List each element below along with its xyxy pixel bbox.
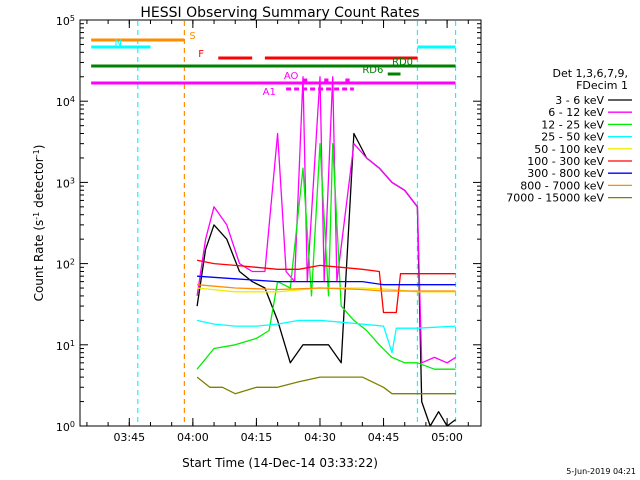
y-axis: 100 101 102 103 104 105 xyxy=(56,14,481,435)
legend-label-0: 3 - 6 keV xyxy=(555,94,604,107)
y-axis-label: Count Rate (s-1 detector-1) xyxy=(32,145,47,302)
y-tick-label-0: 100 xyxy=(56,420,75,435)
legend-label-5: 100 - 300 keV xyxy=(527,155,604,168)
x-tick-label-2: 04:15 xyxy=(241,431,273,444)
series-line-1 xyxy=(196,76,456,364)
legend-header-0: Det 1,3,6,7,9, xyxy=(552,67,628,80)
legend-label-6: 300 - 800 keV xyxy=(527,167,604,180)
chart-title: HESSI Observing Summary Count Rates xyxy=(140,5,419,21)
y-tick-label-2: 102 xyxy=(56,257,75,272)
plot-area xyxy=(79,19,482,427)
legend-label-7: 800 - 7000 keV xyxy=(520,179,604,192)
flag-bars: S N F RD0 RD6 AO A1 xyxy=(91,31,456,98)
series-line-7 xyxy=(197,284,456,292)
flag-label-f: F xyxy=(198,49,204,60)
y-tick-label-5: 105 xyxy=(56,14,75,29)
y-axis-label-mid: detector xyxy=(32,157,46,212)
series-line-0 xyxy=(196,132,456,427)
legend-label-8: 7000 - 15000 keV xyxy=(506,192,604,205)
series-line-8 xyxy=(196,376,456,395)
x-axis: 03:45 04:00 04:15 04:30 04:45 05:00 xyxy=(86,20,469,444)
series-line-3 xyxy=(196,319,456,354)
flag-label-n: N xyxy=(114,38,121,49)
flag-label-s: S xyxy=(189,31,195,42)
legend-label-3: 25 - 50 keV xyxy=(541,131,604,144)
y-tick-label-4: 104 xyxy=(56,95,75,110)
series-lines xyxy=(196,76,456,427)
series-line-5 xyxy=(196,259,456,314)
y-axis-label-sup1: -1 xyxy=(32,212,41,220)
legend-header-1: FDecim 1 xyxy=(576,79,628,92)
series-line-2 xyxy=(196,143,456,370)
legend-label-2: 12 - 25 keV xyxy=(541,118,604,131)
date-stamp: 5-Jun-2019 04:21 xyxy=(566,467,636,476)
flag-label-rd6: RD6 xyxy=(362,65,383,76)
x-tick-label-4: 04:45 xyxy=(368,431,400,444)
x-tick-label-0: 03:45 xyxy=(113,431,145,444)
y-axis-label-main: Count Rate (s xyxy=(32,220,46,302)
legend-label-4: 50 - 100 keV xyxy=(534,143,604,156)
x-axis-label: Start Time (14-Dec-14 03:33:22) xyxy=(182,456,378,470)
plot-frame xyxy=(79,19,482,427)
x-tick-label-3: 04:30 xyxy=(304,431,336,444)
y-axis-label-sup2: -1 xyxy=(32,149,41,157)
series-line-6 xyxy=(197,275,456,286)
y-tick-label-3: 103 xyxy=(56,176,75,191)
legend-label-1: 6 - 12 keV xyxy=(548,106,604,119)
y-tick-label-1: 101 xyxy=(56,338,75,353)
x-tick-label-5: 05:00 xyxy=(431,431,463,444)
x-tick-label-1: 04:00 xyxy=(177,431,209,444)
flag-label-a1: A1 xyxy=(263,87,276,98)
y-axis-label-end: ) xyxy=(32,145,46,150)
flag-label-ao: AO xyxy=(284,71,299,82)
flag-label-rd0: RD0 xyxy=(392,57,413,68)
